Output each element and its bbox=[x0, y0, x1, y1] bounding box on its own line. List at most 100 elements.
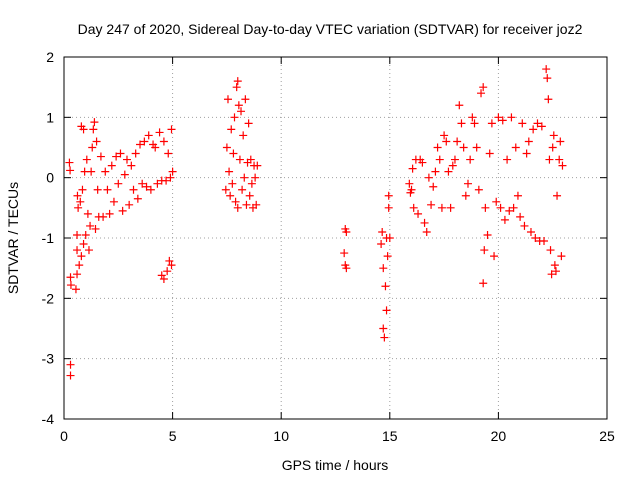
data-point bbox=[537, 122, 546, 131]
data-point bbox=[490, 252, 499, 261]
data-point bbox=[382, 234, 391, 242]
data-point bbox=[553, 191, 562, 200]
data-point bbox=[420, 218, 429, 227]
data-point bbox=[239, 131, 248, 140]
data-point bbox=[379, 324, 388, 333]
data-point bbox=[542, 65, 551, 74]
data-point bbox=[244, 119, 253, 128]
data-point bbox=[159, 275, 168, 284]
data-point bbox=[151, 143, 160, 152]
data-point bbox=[479, 279, 488, 288]
data-point bbox=[492, 197, 501, 206]
data-point bbox=[418, 158, 427, 167]
data-point bbox=[466, 155, 475, 164]
data-point bbox=[516, 212, 525, 221]
data-point bbox=[342, 227, 351, 236]
data-point bbox=[76, 197, 85, 206]
data-point bbox=[543, 74, 552, 83]
data-point bbox=[498, 116, 507, 125]
data-point bbox=[112, 152, 121, 161]
data-point bbox=[144, 131, 153, 140]
data-point bbox=[470, 119, 479, 128]
data-point bbox=[494, 113, 503, 122]
data-point bbox=[557, 252, 566, 261]
data-point bbox=[228, 179, 237, 188]
data-point bbox=[556, 137, 565, 146]
data-point bbox=[73, 230, 82, 239]
x-tick-label: 20 bbox=[491, 428, 507, 444]
data-point bbox=[142, 182, 151, 191]
x-tick-label: 10 bbox=[273, 428, 289, 444]
data-point bbox=[86, 221, 95, 230]
data-point bbox=[540, 237, 549, 246]
data-point bbox=[463, 179, 472, 188]
data-point bbox=[96, 152, 105, 161]
data-point bbox=[159, 137, 168, 146]
data-point bbox=[89, 125, 98, 134]
data-point bbox=[422, 227, 431, 236]
data-point bbox=[383, 252, 392, 261]
data-point bbox=[87, 167, 96, 176]
data-point bbox=[487, 119, 496, 128]
data-point bbox=[453, 137, 462, 146]
data-point bbox=[558, 161, 567, 170]
data-point bbox=[384, 191, 393, 200]
data-point bbox=[120, 170, 129, 179]
data-point bbox=[65, 158, 74, 167]
data-point bbox=[507, 113, 516, 122]
data-point bbox=[547, 270, 556, 279]
data-point bbox=[474, 185, 483, 194]
data-point bbox=[237, 107, 246, 116]
data-point bbox=[157, 271, 166, 280]
data-point bbox=[114, 179, 123, 188]
data-point bbox=[379, 264, 388, 273]
x-axis-label: GPS time / hours bbox=[282, 457, 389, 473]
data-point bbox=[380, 333, 389, 342]
data-point bbox=[133, 194, 142, 203]
data-point bbox=[480, 246, 489, 255]
data-point bbox=[222, 143, 231, 152]
data-point bbox=[81, 230, 90, 239]
data-point bbox=[103, 185, 112, 194]
data-point bbox=[66, 281, 75, 290]
data-point bbox=[533, 119, 542, 128]
data-point bbox=[166, 173, 175, 182]
data-point bbox=[246, 155, 255, 164]
data-point bbox=[457, 119, 466, 128]
data-point bbox=[71, 285, 80, 294]
data-point bbox=[109, 197, 118, 206]
data-point bbox=[79, 240, 88, 249]
data-point bbox=[125, 200, 134, 209]
plot-frame bbox=[63, 56, 608, 420]
data-point bbox=[118, 206, 127, 215]
data-point bbox=[234, 101, 243, 110]
data-point bbox=[555, 155, 564, 164]
data-point bbox=[146, 185, 155, 194]
data-point bbox=[549, 131, 558, 140]
data-point bbox=[544, 95, 553, 104]
data-point bbox=[550, 261, 559, 270]
data-point bbox=[99, 212, 108, 221]
data-point bbox=[483, 230, 492, 239]
data-point bbox=[131, 149, 140, 158]
data-point bbox=[526, 227, 535, 236]
data-point bbox=[548, 143, 557, 152]
data-point bbox=[74, 203, 83, 212]
data-point bbox=[431, 167, 440, 176]
data-point bbox=[496, 203, 505, 212]
data-point bbox=[233, 203, 242, 212]
data-point bbox=[342, 264, 351, 273]
data-point bbox=[167, 261, 176, 270]
data-point bbox=[155, 128, 164, 137]
data-point bbox=[448, 161, 457, 170]
data-point bbox=[227, 125, 236, 134]
data-point bbox=[442, 137, 451, 146]
data-point bbox=[163, 267, 172, 276]
data-point bbox=[509, 203, 518, 212]
data-point bbox=[545, 155, 554, 164]
data-point bbox=[481, 203, 490, 212]
chart-title: Day 247 of 2020, Sidereal Day-to-day VTE… bbox=[78, 21, 583, 37]
data-point bbox=[446, 203, 455, 212]
data-point bbox=[405, 179, 414, 188]
